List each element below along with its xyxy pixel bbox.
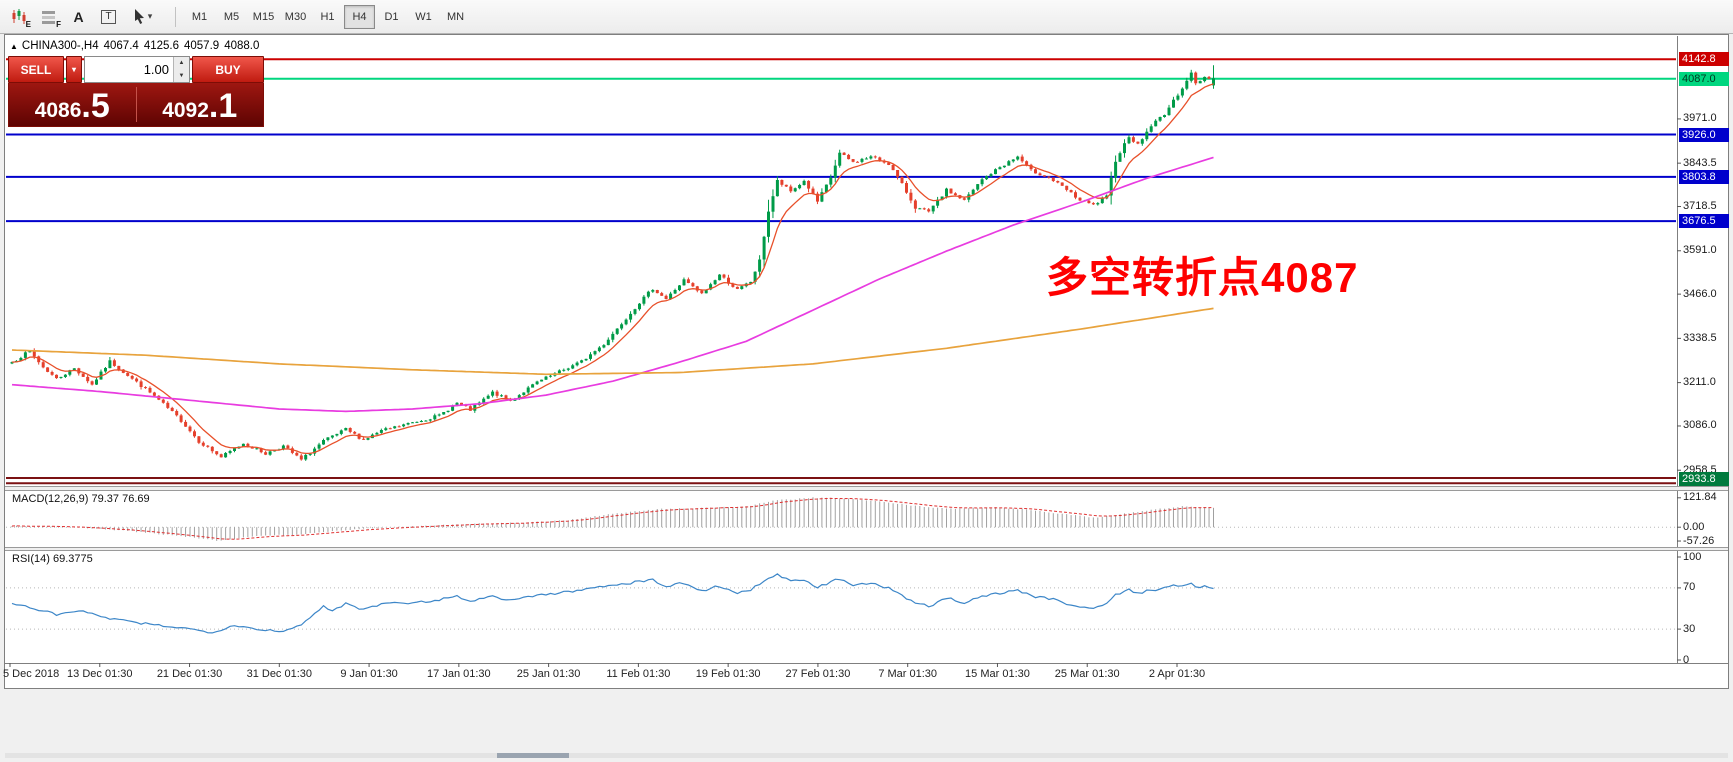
panel-splitter-rsi[interactable] xyxy=(5,547,1728,551)
panel-splitter-macd[interactable] xyxy=(5,486,1728,491)
price-tick-label: 3843.5 xyxy=(1683,156,1717,169)
ohlc-open: 4067.4 xyxy=(103,40,139,52)
timeframe-button-m15[interactable]: M15 xyxy=(248,5,279,29)
rsi-value: 69.3775 xyxy=(52,553,93,565)
timeframe-button-m5[interactable]: M5 xyxy=(216,5,247,29)
date-label: 11 Feb 01:30 xyxy=(606,668,671,680)
chart-annotation-text[interactable]: 多空转折点4087 xyxy=(1046,254,1359,301)
chart-title: ▲ CHINA300-,H4 4067.4 4125.6 4057.9 4088.0 xyxy=(10,40,264,52)
timeframe-button-mn[interactable]: MN xyxy=(440,5,471,29)
date-label: 9 Jan 01:30 xyxy=(340,668,398,680)
date-label: 17 Jan 01:30 xyxy=(427,668,491,680)
text-tool-button[interactable]: A xyxy=(65,4,92,29)
price-badge-3676.5: 3676.5 xyxy=(1679,214,1729,229)
macd-axis-label: 121.84 xyxy=(1683,491,1717,504)
timeframe-button-m30[interactable]: M30 xyxy=(280,5,311,29)
candlestick-tool-button[interactable]: E xyxy=(5,4,32,29)
price-tick-label: 3971.0 xyxy=(1683,112,1717,125)
volume-increase-button[interactable]: ▲ xyxy=(174,57,189,70)
ohlc-high: 4125.6 xyxy=(143,40,179,52)
date-label: 13 Dec 01:30 xyxy=(67,668,133,680)
buy-price[interactable]: 4092.1 xyxy=(162,87,238,125)
tool-badge: F xyxy=(56,20,61,29)
sell-price[interactable]: 4086.5 xyxy=(34,87,110,125)
rsi-axis-label: 0 xyxy=(1683,653,1690,666)
cursor-icon xyxy=(134,9,144,24)
date-label: 5 Dec 2018 xyxy=(3,668,60,680)
macd-histogram xyxy=(11,497,1214,541)
rsi-axis-label: 100 xyxy=(1683,550,1702,563)
toolbar-separator xyxy=(175,6,176,27)
timeframe-button-h1[interactable]: H1 xyxy=(312,5,343,29)
chart-window-frame xyxy=(4,34,1729,689)
cursor-tool-button[interactable]: ▾ xyxy=(125,4,161,29)
price-badge-3803.8: 3803.8 xyxy=(1679,169,1729,184)
rsi-axis-label: 70 xyxy=(1683,581,1696,594)
price-tick-label: 3086.0 xyxy=(1683,419,1717,432)
date-label: 25 Mar 01:30 xyxy=(1054,668,1120,680)
rsi-line xyxy=(11,573,1214,634)
price-tick-label: 3466.0 xyxy=(1683,287,1717,300)
one-click-trading-panel: SELL ▾ ▲ ▼ BUY 4086.5 4092.1 xyxy=(8,56,264,127)
volume-field: ▲ ▼ xyxy=(84,56,190,83)
rsi-axis-label: 30 xyxy=(1683,622,1696,635)
ma-mid-line[interactable] xyxy=(11,156,1214,413)
ma-fast-line[interactable] xyxy=(11,83,1214,455)
collapse-triangle-icon[interactable]: ▲ xyxy=(10,42,18,51)
dropdown-caret-icon: ▾ xyxy=(147,11,153,21)
date-label: 31 Dec 01:30 xyxy=(246,668,313,680)
timeframe-button-h4[interactable]: H4 xyxy=(344,4,375,29)
date-label: 19 Feb 01:30 xyxy=(695,668,761,680)
horizontal-scrollbar xyxy=(5,753,1728,758)
price-badge-4142.8: 4142.8 xyxy=(1679,52,1729,67)
symbol-period: CHINA300-,H4 xyxy=(21,40,99,52)
timeframe-button-d1[interactable]: D1 xyxy=(376,5,407,29)
price-badge-4087.0: 4087.0 xyxy=(1679,71,1729,86)
timeframe-button-w1[interactable]: W1 xyxy=(408,5,439,29)
candlestick-icon xyxy=(12,9,25,24)
timeframe-toolbar: M1 M5 M15 M30 H1 H4 D1 W1 MN xyxy=(184,4,471,29)
date-label: 15 Mar 01:30 xyxy=(965,668,1030,680)
price-tick-label: 3718.5 xyxy=(1683,200,1717,213)
ohlc-close: 4088.0 xyxy=(224,40,260,52)
date-label: 27 Feb 01:30 xyxy=(785,668,851,680)
price-badge-3926.0: 3926.0 xyxy=(1679,127,1729,142)
ohlc-low: 4057.9 xyxy=(184,40,220,52)
price-tick-label: 3591.0 xyxy=(1683,244,1717,257)
macd-label: MACD(12,26,9) 79.37 76.69 xyxy=(12,493,150,505)
grid-tool-button[interactable]: F xyxy=(35,4,62,29)
sell-button[interactable]: SELL xyxy=(8,56,64,83)
date-label: 21 Dec 01:30 xyxy=(156,668,223,680)
macd-value-main: 79.37 xyxy=(91,493,120,505)
volume-decrease-button[interactable]: ▼ xyxy=(174,69,189,82)
macd-signal-line xyxy=(11,497,1214,540)
price-badge-2933.8: 2933.8 xyxy=(1679,471,1729,486)
ma-slow-line[interactable] xyxy=(11,307,1214,376)
macd-axis-label: 0.00 xyxy=(1683,520,1705,533)
price-tick-label: 3211.0 xyxy=(1683,376,1716,389)
toolbar: E F A T ▾ M1 M5 M15 M30 H1 H4 D1 W1 MN xyxy=(0,0,1733,34)
date-label: 25 Jan 01:30 xyxy=(516,668,581,680)
tool-badge: E xyxy=(25,20,31,29)
rsi-label: RSI(14) 69.3775 xyxy=(12,553,93,565)
sell-options-caret[interactable]: ▾ xyxy=(66,56,82,83)
price-tick-label: 3338.5 xyxy=(1683,331,1717,344)
date-label: 7 Mar 01:30 xyxy=(878,668,938,680)
textbox-icon: T xyxy=(101,9,116,24)
grid-icon xyxy=(42,10,55,24)
macd-value-signal: 76.69 xyxy=(122,493,150,505)
volume-input[interactable] xyxy=(85,57,189,82)
date-label: 2 Apr 01:30 xyxy=(1148,668,1206,680)
macd-axis-label: -57.26 xyxy=(1683,534,1715,547)
scrollbar-thumb[interactable] xyxy=(497,753,569,758)
buy-button[interactable]: BUY xyxy=(192,56,264,83)
price-divider xyxy=(135,87,137,122)
timeframe-button-m1[interactable]: M1 xyxy=(184,5,215,29)
textbox-tool-button[interactable]: T xyxy=(95,4,122,29)
